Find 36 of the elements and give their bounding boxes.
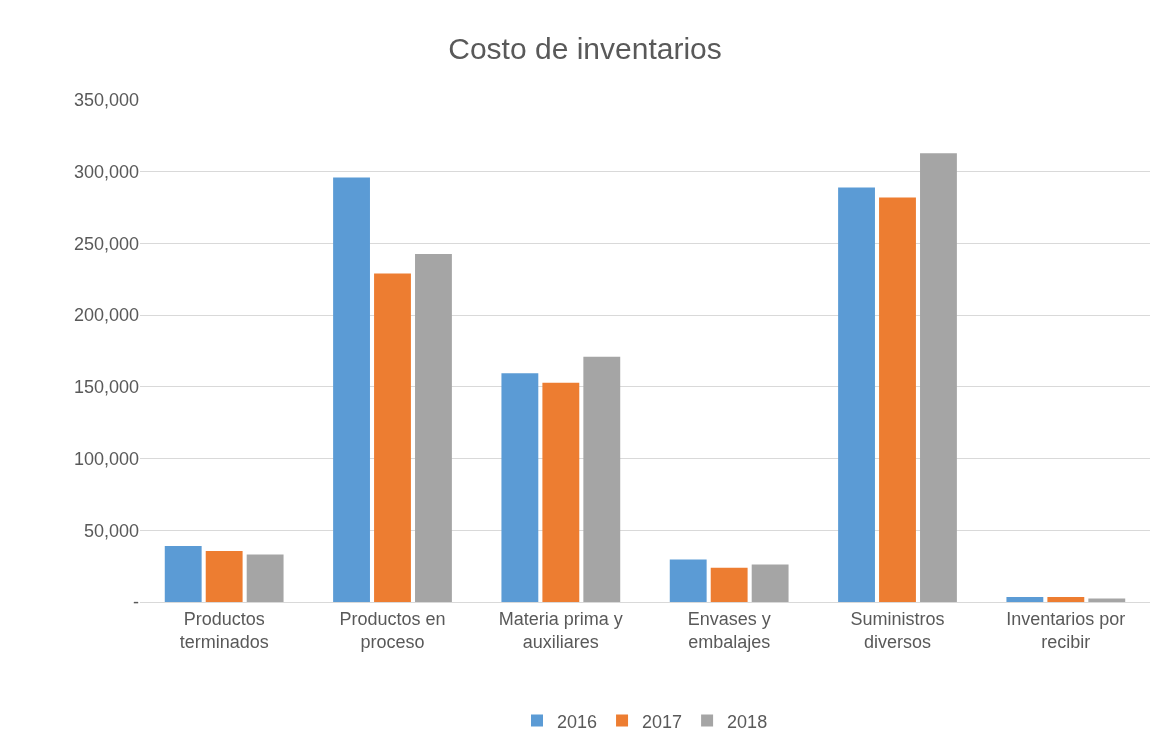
bar bbox=[415, 254, 452, 602]
y-tick-label: 200,000 bbox=[73, 305, 139, 326]
bar bbox=[1047, 596, 1085, 602]
bar bbox=[501, 373, 539, 602]
chart-title: Costo de inventarios bbox=[448, 31, 722, 65]
legend-label: 2016 bbox=[557, 711, 598, 732]
y-tick-label: 250,000 bbox=[73, 233, 139, 254]
x-tick-label: Productos en proceso bbox=[339, 608, 446, 652]
bar bbox=[710, 567, 748, 602]
x-tick-label: Materia prima y auxiliares bbox=[498, 608, 623, 652]
bar bbox=[1088, 598, 1126, 602]
bar bbox=[542, 382, 580, 602]
x-tick-label: Suministros diversos bbox=[850, 608, 945, 652]
y-tick-label: 100,000 bbox=[73, 448, 139, 469]
x-tick-label: Envases y embalajes bbox=[687, 608, 771, 652]
bar bbox=[333, 177, 370, 602]
bar bbox=[751, 564, 789, 602]
bar bbox=[583, 356, 621, 602]
x-tick-label: Inventarios por recibir bbox=[1006, 608, 1126, 652]
bar bbox=[669, 559, 707, 602]
bar bbox=[374, 273, 411, 602]
y-tick-label: 150,000 bbox=[73, 377, 139, 398]
bar bbox=[164, 546, 202, 602]
bar bbox=[920, 153, 957, 602]
y-tick-label: 50,000 bbox=[83, 520, 139, 541]
bar bbox=[879, 197, 916, 602]
y-tick-label: 300,000 bbox=[73, 162, 139, 183]
bar bbox=[838, 187, 875, 602]
y-tick-label: - bbox=[133, 592, 139, 613]
bar bbox=[1006, 596, 1044, 602]
bar bbox=[246, 554, 284, 602]
x-tick-label: Productos terminados bbox=[179, 608, 269, 652]
bar bbox=[205, 551, 243, 602]
y-tick-label: 350,000 bbox=[73, 90, 139, 111]
legend-label: 2017 bbox=[642, 711, 683, 732]
legend-label: 2018 bbox=[727, 711, 768, 732]
